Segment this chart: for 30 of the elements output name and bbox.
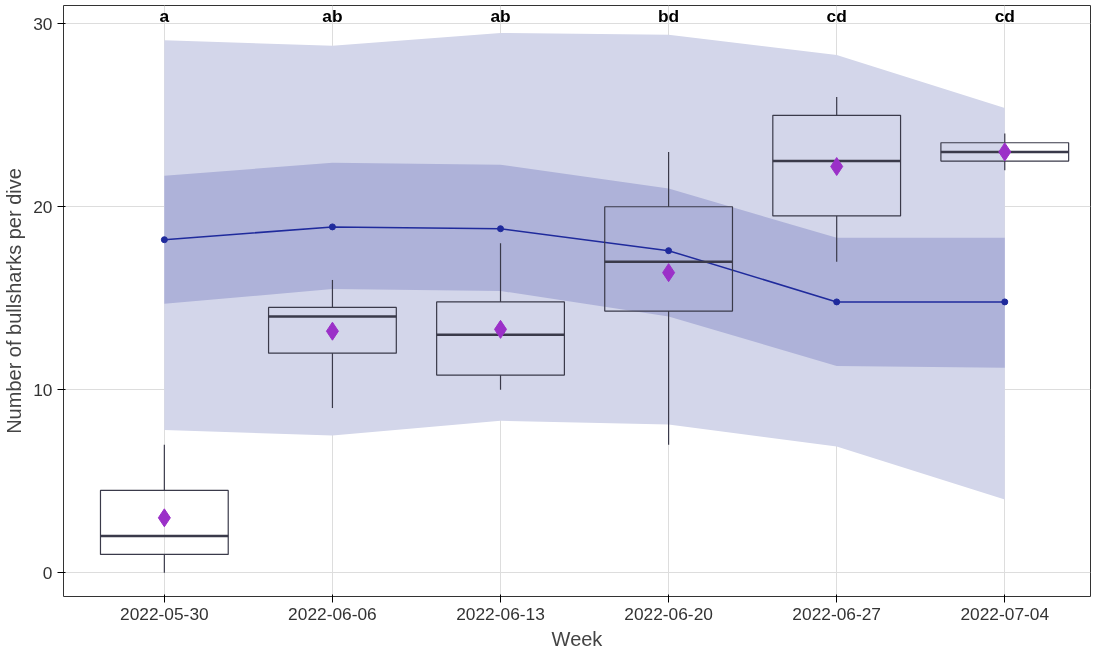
y-tick-label: 10 xyxy=(33,379,53,400)
x-tick-label: 2022-06-13 xyxy=(456,603,545,624)
y-tick-label: 0 xyxy=(42,562,53,583)
annotation: cd xyxy=(826,6,847,27)
point xyxy=(497,225,505,233)
x-tick-label: 2022-06-20 xyxy=(624,603,713,624)
x-tick-label: 2022-07-04 xyxy=(960,603,1050,624)
annotation: ab xyxy=(322,6,343,27)
annotation: cd xyxy=(994,6,1015,27)
x-axis-title: Week xyxy=(551,627,604,650)
point xyxy=(157,508,171,528)
x-tick-label: 2022-05-30 xyxy=(120,603,209,624)
point xyxy=(662,263,676,283)
y-tick-label: 20 xyxy=(33,196,53,217)
point xyxy=(160,236,168,244)
y-tick-label: 30 xyxy=(33,13,53,34)
point xyxy=(833,298,841,306)
point xyxy=(665,247,673,255)
point xyxy=(1001,298,1009,306)
x-tick-label: 2022-06-06 xyxy=(288,603,377,624)
y-axis-title: Number of bullsharks per dive xyxy=(3,168,26,434)
point xyxy=(325,321,339,341)
point xyxy=(494,319,508,339)
point xyxy=(998,142,1012,162)
annotation: bd xyxy=(658,6,680,27)
point xyxy=(328,223,336,231)
annotation: a xyxy=(159,6,170,27)
x-tick-label: 2022-06-27 xyxy=(792,603,882,624)
annotation: ab xyxy=(490,6,511,27)
point xyxy=(830,157,844,177)
